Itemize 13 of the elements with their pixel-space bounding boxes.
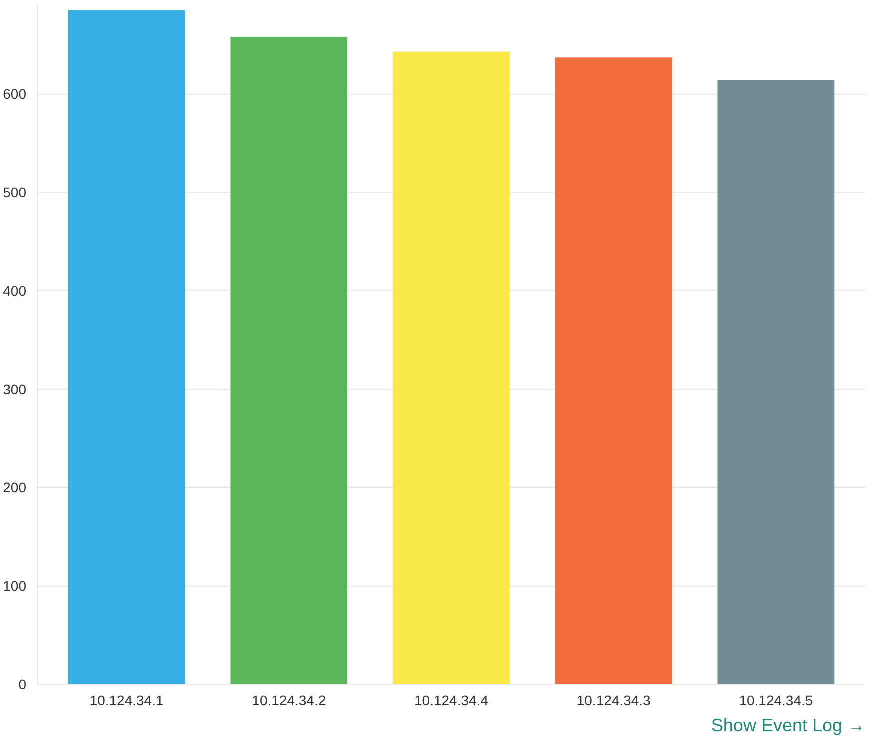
x-tick-label: 10.124.34.5 [739, 692, 814, 708]
x-tick-label: 10.124.34.4 [414, 692, 489, 708]
y-tick-label: 600 [3, 86, 27, 102]
y-tick-label: 100 [3, 578, 27, 594]
y-tick-label: 300 [3, 381, 27, 398]
text: Show Event Log → [711, 716, 866, 736]
x-tick-label: 10.124.34.2 [252, 692, 326, 708]
y-tick-label: 400 [3, 282, 27, 299]
y-tick-label: 0 [18, 676, 27, 692]
x-tick-label: 10.124.34.3 [576, 692, 652, 708]
x-tick-label: 10.124.34.1 [90, 692, 164, 708]
y-tick-label: 500 [3, 184, 27, 200]
y-tick-label: 200 [3, 480, 27, 496]
